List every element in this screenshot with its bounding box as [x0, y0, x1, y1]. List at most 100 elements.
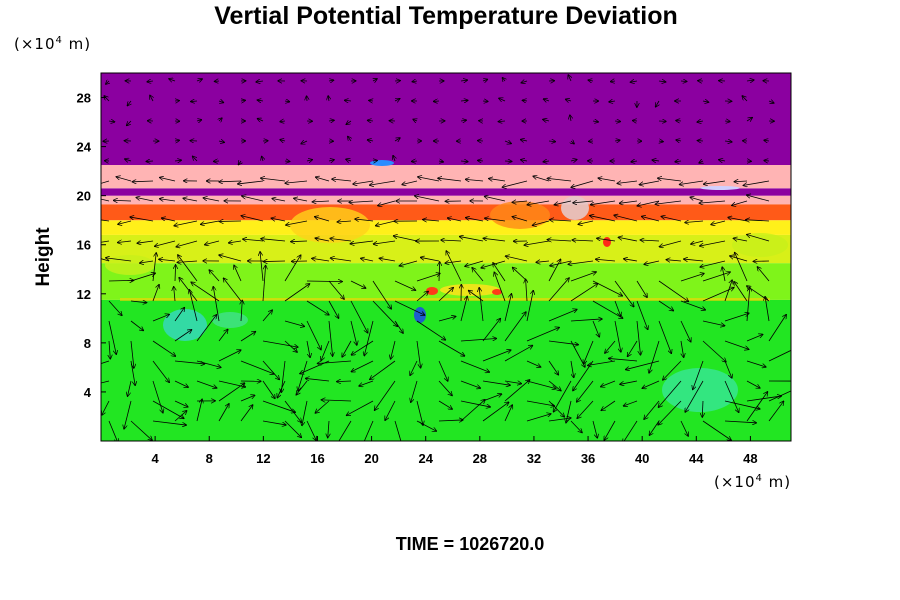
- wind-arrow: [604, 420, 616, 440]
- wind-arrow: [416, 340, 421, 368]
- wind-arrow: [746, 118, 752, 121]
- y-tick-label: 12: [77, 287, 91, 302]
- wind-arrow: [294, 198, 308, 201]
- wind-arrow: [573, 201, 594, 203]
- x-unit-label: (×104 m): [714, 473, 791, 491]
- wind-arrow: [176, 240, 198, 247]
- wind-arrow: [658, 380, 682, 407]
- wind-arrow: [438, 178, 462, 182]
- y-tick-label: 24: [77, 140, 92, 155]
- wind-arrow: [479, 288, 484, 322]
- wind-arrow: [162, 218, 176, 222]
- wind-arrow: [521, 140, 528, 141]
- wind-arrow: [328, 320, 333, 356]
- wind-arrow: [372, 280, 391, 309]
- wind-arrow: [460, 338, 496, 342]
- wind-arrow: [376, 220, 396, 226]
- wind-arrow: [213, 287, 220, 322]
- wind-arrow: [591, 200, 616, 205]
- y-tick-label: 20: [77, 189, 91, 204]
- wind-arrow: [700, 240, 726, 246]
- y-unit-label: (×104 m): [14, 35, 91, 53]
- wind-arrow: [399, 260, 418, 266]
- wind-arrow: [306, 340, 310, 357]
- wind-arrow: [526, 380, 556, 389]
- wind-arrow: [240, 332, 255, 342]
- wind-arrow: [125, 159, 132, 161]
- wind-arrow: [658, 320, 671, 353]
- wind-arrow: [655, 200, 682, 204]
- wind-arrow: [493, 263, 506, 282]
- wind-arrow: [416, 400, 423, 425]
- wind-arrow: [140, 261, 154, 263]
- wind-arrow: [124, 400, 132, 429]
- wind-arrow: [328, 420, 329, 437]
- wind-arrow: [482, 319, 500, 342]
- wind-arrow: [421, 257, 440, 262]
- x-tick-label: 12: [256, 451, 270, 466]
- wind-arrow: [306, 420, 316, 440]
- wind-arrow: [262, 157, 263, 162]
- wind-arrow: [658, 178, 682, 182]
- wind-arrow: [746, 334, 763, 342]
- wind-arrow: [280, 140, 286, 141]
- wind-arrow: [659, 141, 663, 142]
- wind-arrow: [152, 360, 169, 382]
- wind-arrow: [272, 199, 286, 201]
- wind-arrow: [614, 215, 638, 222]
- warm-anomaly: [120, 298, 770, 301]
- wind-arrow: [416, 273, 440, 282]
- wind-arrow: [394, 320, 403, 333]
- wind-arrow: [644, 400, 660, 419]
- wind-arrow: [746, 396, 781, 402]
- wind-arrow: [724, 121, 730, 122]
- wind-arrow: [438, 316, 456, 322]
- wind-arrow: [521, 81, 528, 83]
- wind-arrow: [465, 260, 484, 266]
- wind-arrow: [152, 420, 186, 425]
- wind-arrow: [691, 240, 704, 244]
- wind-arrow: [548, 141, 555, 142]
- wind-arrow: [764, 140, 770, 141]
- wind-arrow: [137, 241, 154, 243]
- wind-arrow: [702, 340, 726, 362]
- wind-arrow: [423, 220, 440, 221]
- wind-arrow: [342, 340, 352, 357]
- wind-arrow: [438, 360, 448, 381]
- wind-arrow: [719, 160, 726, 161]
- field-anomalies: [105, 160, 788, 412]
- wind-arrow: [262, 310, 272, 322]
- wind-arrow: [241, 100, 245, 101]
- warm-anomaly: [732, 233, 788, 257]
- wind-arrow: [609, 101, 616, 102]
- wind-arrow: [271, 218, 286, 222]
- wind-arrow: [570, 319, 602, 321]
- wind-arrow: [485, 196, 506, 202]
- wind-arrow: [533, 220, 550, 225]
- x-tick-label: 32: [527, 451, 541, 466]
- wind-arrow: [240, 360, 274, 374]
- wind-arrow: [485, 218, 506, 222]
- wind-arrow: [130, 420, 152, 440]
- wind-arrow: [445, 261, 462, 263]
- wind-arrow: [104, 96, 110, 102]
- wind-arrow: [219, 118, 222, 121]
- wind-arrow: [152, 253, 156, 282]
- wind-arrow: [277, 380, 286, 398]
- wind-arrow: [108, 420, 118, 441]
- wind-arrow: [331, 258, 352, 262]
- wind-arrow: [746, 360, 766, 367]
- wind-arrow: [375, 380, 396, 410]
- wind-arrow: [571, 180, 594, 187]
- x-tick-label: 28: [473, 451, 487, 466]
- plot-frame: [100, 72, 792, 442]
- wind-arrow: [699, 161, 703, 163]
- wind-arrow: [568, 260, 594, 264]
- wind-arrow: [262, 420, 286, 425]
- wind-arrow: [498, 121, 506, 122]
- color-band-1: [101, 263, 791, 300]
- wind-arrow: [416, 320, 445, 340]
- wind-arrow: [242, 196, 264, 202]
- wind-arrow: [136, 197, 154, 202]
- wind-arrow: [394, 99, 400, 101]
